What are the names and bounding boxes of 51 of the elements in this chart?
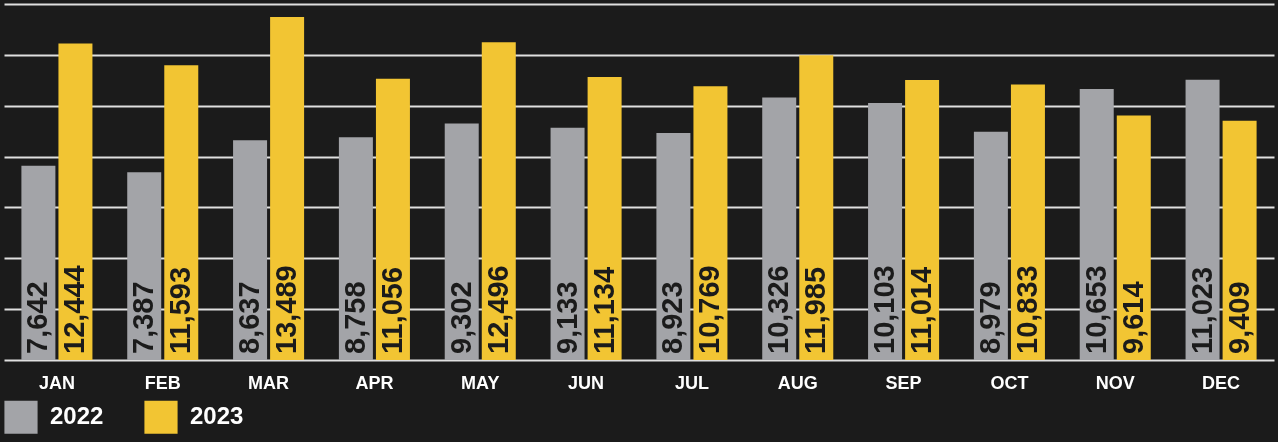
bar xyxy=(1185,79,1220,360)
bar xyxy=(444,123,479,360)
data-label: 7,387 xyxy=(127,281,160,354)
data-label: 13,489 xyxy=(270,265,303,354)
bar xyxy=(481,42,516,360)
data-label: 10,833 xyxy=(1010,265,1043,354)
data-label: 10,103 xyxy=(868,265,901,354)
bar xyxy=(905,79,940,360)
x-tick-label: DEC xyxy=(1202,372,1241,393)
bar xyxy=(799,55,834,360)
data-label: 8,979 xyxy=(973,281,1006,354)
legend-label: 2022 xyxy=(50,402,104,430)
data-label: 8,637 xyxy=(233,281,266,354)
bar xyxy=(270,16,305,360)
bar xyxy=(164,65,199,360)
data-label: 11,985 xyxy=(799,266,832,354)
data-label: 10,769 xyxy=(693,265,726,354)
data-label: 11,593 xyxy=(164,266,197,354)
data-label: 9,133 xyxy=(550,281,583,354)
x-tick-label: NOV xyxy=(1095,372,1135,393)
x-tick-label: FEB xyxy=(144,372,181,393)
data-label: 8,923 xyxy=(656,281,689,354)
x-tick-label: MAY xyxy=(461,372,500,393)
legend-label: 2023 xyxy=(190,402,244,430)
data-label: 11,023 xyxy=(1185,266,1218,354)
x-tick-label: AUG xyxy=(777,372,818,393)
x-tick-label: JUN xyxy=(568,372,605,393)
data-label: 9,302 xyxy=(444,281,477,354)
bar xyxy=(375,78,410,360)
bar xyxy=(587,76,622,360)
data-label: 11,014 xyxy=(905,266,938,354)
x-tick-label: JUL xyxy=(674,372,709,393)
data-label: 8,758 xyxy=(338,281,371,354)
x-tick-label: APR xyxy=(355,372,394,393)
data-label: 12,496 xyxy=(481,265,514,354)
data-label: 7,642 xyxy=(21,281,54,354)
data-label: 9,409 xyxy=(1222,281,1255,354)
data-label: 10,653 xyxy=(1079,265,1112,354)
x-tick-label: OCT xyxy=(990,372,1029,393)
bar xyxy=(693,86,728,360)
data-label: 11,134 xyxy=(587,266,620,354)
x-tick-label: JAN xyxy=(38,372,75,393)
bar xyxy=(58,43,93,360)
bar xyxy=(550,127,585,360)
data-label: 12,444 xyxy=(58,265,91,354)
x-tick-label: SEP xyxy=(885,372,922,393)
data-label: 11,056 xyxy=(375,266,408,354)
data-label: 9,614 xyxy=(1116,281,1149,354)
data-label: 10,326 xyxy=(762,265,795,354)
x-tick-label: MAR xyxy=(248,372,290,393)
bar xyxy=(1116,115,1151,360)
